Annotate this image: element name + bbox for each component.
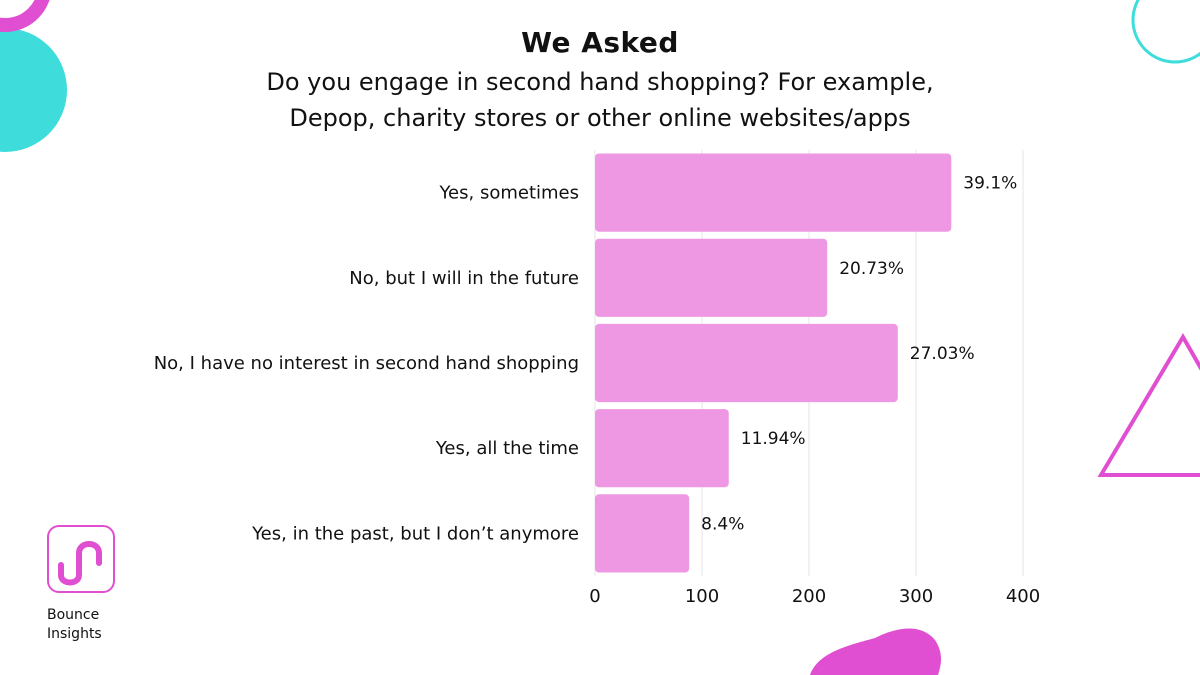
x-tick-label: 100 [685,586,719,607]
triangle-outline-decoration [1097,333,1200,477]
bar [595,238,828,317]
x-tick-label: 200 [792,586,826,607]
cyan-circle-decoration [0,28,67,152]
bar [595,153,952,232]
category-label: No, but I will in the future [349,268,579,289]
category-label: Yes, sometimes [438,183,579,204]
category-label: Yes, all the time [435,438,579,459]
x-tick-label: 0 [589,586,600,607]
brand-name-line-2: Insights [47,626,102,642]
bar [595,323,898,403]
bar [595,494,690,573]
bounce-insights-logo [47,525,115,593]
bounce-insights-logo-icon [58,541,102,586]
bars [595,153,952,573]
data-label: 20.73% [839,259,904,279]
page-title: We Asked [521,26,679,59]
cyan-ring-decoration [1131,0,1200,64]
data-label: 27.03% [910,344,975,364]
brand-name: Bounce Insights [47,606,117,644]
bar [595,409,729,488]
data-label: 8.4% [701,514,744,534]
category-label: No, I have no interest in second hand sh… [154,353,579,374]
data-label: 39.1% [963,174,1017,194]
magenta-ring-decoration [0,0,50,32]
question-subtitle: Do you engage in second hand shopping? F… [200,64,1000,136]
x-tick-label: 400 [1006,586,1040,607]
category-label: Yes, in the past, but I don’t anymore [251,523,579,544]
magenta-blob-decoration [810,628,942,675]
data-label: 11.94% [741,429,806,449]
brand-name-line-1: Bounce [47,607,100,623]
subtitle-line-2: Depop, charity stores or other online we… [289,104,911,132]
labels: 0 100 200 300 400 Yes, sometimes 39.1% No, but … [154,174,1040,607]
subtitle-line-1: Do you engage in second hand shopping? F… [266,68,934,96]
x-tick-label: 300 [899,586,933,607]
